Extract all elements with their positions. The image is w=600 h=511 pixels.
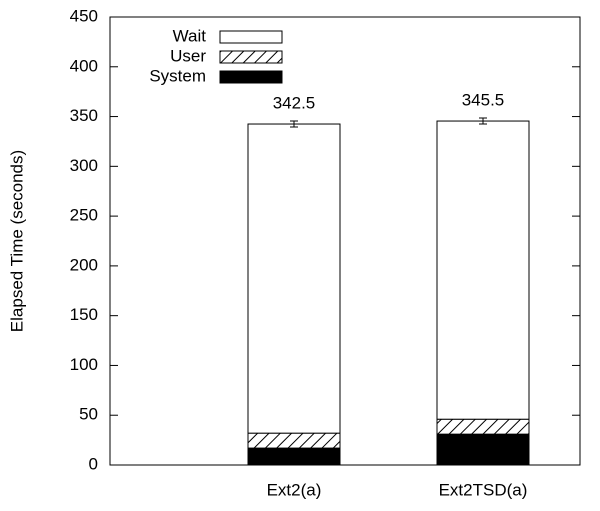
- x-tick-label: Ext2(a): [267, 480, 322, 499]
- bar-segment: [247, 447, 341, 466]
- error-bar: [479, 117, 487, 125]
- y-tick-label: 250: [70, 206, 98, 225]
- bar-segment: [247, 432, 341, 449]
- data-label: 345.5: [462, 91, 505, 110]
- legend-swatch: [219, 70, 283, 84]
- y-axis-title: Elapsed Time (seconds): [7, 150, 26, 332]
- y-tick-label: 450: [70, 6, 98, 25]
- y-tick-label: 350: [70, 106, 98, 125]
- y-tick-label: 200: [70, 255, 98, 274]
- error-bar: [290, 120, 298, 128]
- data-label: 342.5: [273, 94, 316, 113]
- bar-segment: [436, 433, 530, 466]
- y-tick-label: 150: [70, 305, 98, 324]
- bar-segment: [436, 418, 530, 435]
- y-tick-label: 400: [70, 56, 98, 75]
- plot-frame: [109, 16, 581, 466]
- legend-label: Wait: [173, 26, 207, 45]
- y-tick-label: 100: [70, 355, 98, 374]
- bar-segment: [436, 120, 530, 420]
- x-tick-label: Ext2TSD(a): [439, 480, 528, 499]
- bar-segment: [247, 123, 341, 434]
- legend-swatch: [219, 50, 283, 64]
- legend-label: System: [149, 66, 206, 85]
- legend-swatch: [219, 30, 283, 44]
- legend-label: User: [170, 46, 206, 65]
- y-tick-label: 0: [89, 454, 98, 473]
- y-tick-label: 300: [70, 156, 98, 175]
- y-tick-label: 50: [79, 405, 98, 424]
